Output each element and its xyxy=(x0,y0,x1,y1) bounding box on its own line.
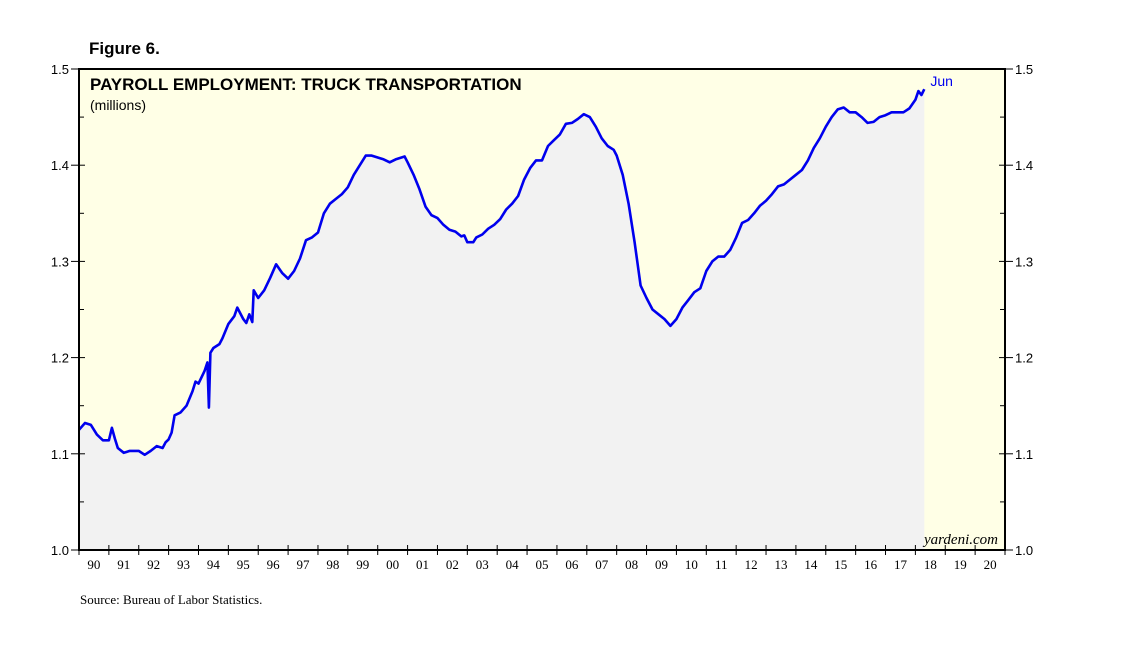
y-tick-label-left: 1.5 xyxy=(51,62,69,77)
x-tick-label: 11 xyxy=(715,557,728,572)
y-tick-label-right: 1.4 xyxy=(1015,158,1033,173)
x-tick-label: 15 xyxy=(834,557,847,572)
series-line xyxy=(78,88,926,457)
x-tick-label: 95 xyxy=(237,557,250,572)
y-tick-label-left: 1.0 xyxy=(51,543,69,558)
x-tick-label: 13 xyxy=(774,557,787,572)
x-tick-label: 08 xyxy=(625,557,638,572)
x-tick-label: 12 xyxy=(745,557,758,572)
x-tick-label: 94 xyxy=(207,557,221,572)
y-tick-label-left: 1.1 xyxy=(51,447,69,462)
end-label: Jun xyxy=(930,73,953,89)
x-tick-label: 06 xyxy=(565,557,579,572)
y-axis-left: 1.0 1.1 1.2 1.3 1.4 1.5 xyxy=(51,62,85,558)
x-axis: 90 91 92 93 94 95 96 97 98 99 00 01 02 03 04 05 06 07 08 09… xyxy=(78,545,1006,572)
chart-title: PAYROLL EMPLOYMENT: TRUCK TRANSPORTATION xyxy=(90,75,522,94)
x-tick-label: 03 xyxy=(476,557,489,572)
chart-subtitle: (millions) xyxy=(90,97,146,113)
x-tick-label: 91 xyxy=(117,557,130,572)
x-tick-label: 02 xyxy=(446,557,459,572)
y-tick-label-left: 1.4 xyxy=(51,158,69,173)
y-tick-label-left: 1.2 xyxy=(51,351,69,366)
x-tick-label: 90 xyxy=(87,557,100,572)
y-tick-label-right: 1.1 xyxy=(1015,447,1033,462)
x-tick-label: 00 xyxy=(386,557,399,572)
x-tick-label: 09 xyxy=(655,557,668,572)
x-tick-label: 01 xyxy=(416,557,429,572)
x-tick-label: 93 xyxy=(177,557,190,572)
figure-label: Figure 6. xyxy=(89,39,160,58)
x-tick-label: 97 xyxy=(297,557,311,572)
x-tick-label: 92 xyxy=(147,557,160,572)
y-tick-label-left: 1.3 xyxy=(51,254,69,269)
y-tick-label-right: 1.3 xyxy=(1015,254,1033,269)
y-tick-label-right: 1.0 xyxy=(1015,543,1033,558)
source-note: Source: Bureau of Labor Statistics. xyxy=(80,592,263,607)
x-tick-label: 20 xyxy=(984,557,997,572)
watermark: yardeni.com xyxy=(922,532,998,548)
x-tick-label: 96 xyxy=(267,557,281,572)
x-tick-label: 99 xyxy=(356,557,369,572)
x-tick-label: 10 xyxy=(685,557,698,572)
x-tick-label: 07 xyxy=(595,557,609,572)
x-tick-label: 04 xyxy=(506,557,520,572)
x-tick-label: 98 xyxy=(326,557,339,572)
y-axis-right: 1.0 1.1 1.2 1.3 1.4 1.5 xyxy=(999,62,1033,558)
x-tick-label: 16 xyxy=(864,557,878,572)
x-tick-label: 18 xyxy=(924,557,937,572)
x-tick-label: 19 xyxy=(954,557,967,572)
x-tick-label: 14 xyxy=(804,557,818,572)
x-tick-label: 05 xyxy=(536,557,549,572)
y-tick-label-right: 1.5 xyxy=(1015,62,1033,77)
x-tick-label: 17 xyxy=(894,557,908,572)
area-fill xyxy=(79,89,925,550)
y-tick-label-right: 1.2 xyxy=(1015,351,1033,366)
